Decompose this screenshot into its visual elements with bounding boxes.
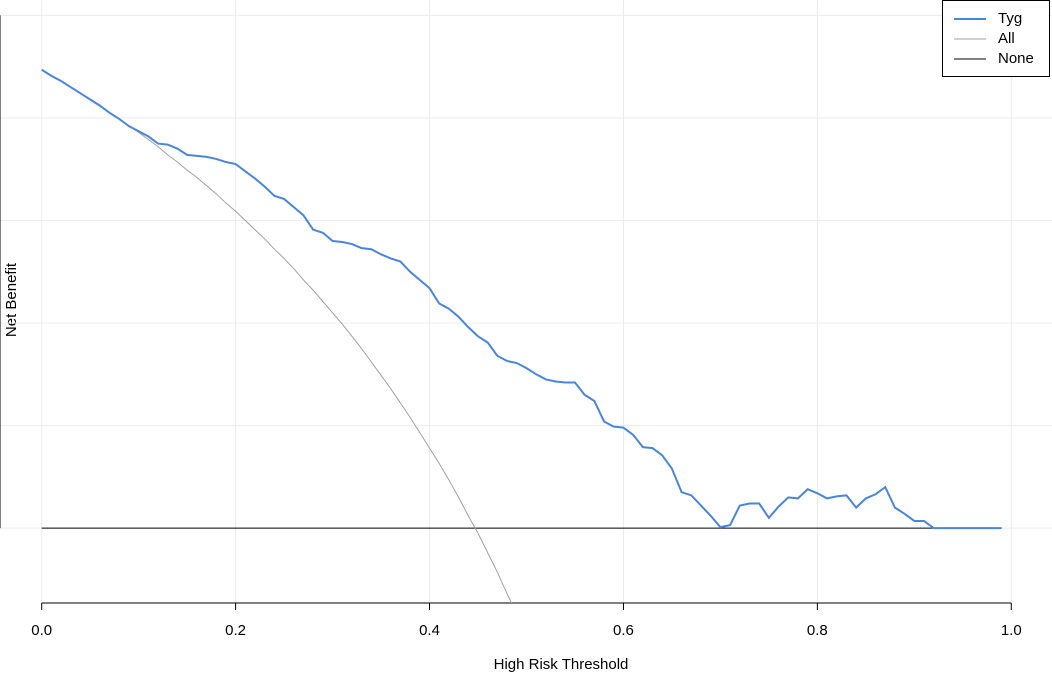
legend-label: None: [998, 50, 1034, 67]
x-tick-label: 0.0: [31, 622, 52, 639]
series-line: [41, 69, 513, 603]
x-tick-label: 1.0: [1001, 622, 1022, 639]
x-axis-title: High Risk Threshold: [494, 656, 629, 673]
series-line: [41, 68, 1002, 530]
x-tick-label: 0.6: [613, 622, 634, 639]
plot-area: [41, 68, 1002, 603]
legend-label: All: [998, 30, 1015, 47]
legend-label: Tyg: [998, 10, 1022, 27]
x-tick-label: 0.4: [419, 622, 440, 639]
y-axis-title: Net Benefit: [3, 262, 20, 337]
x-tick-label: 0.2: [225, 622, 246, 639]
x-tick-label: 0.8: [807, 622, 828, 639]
